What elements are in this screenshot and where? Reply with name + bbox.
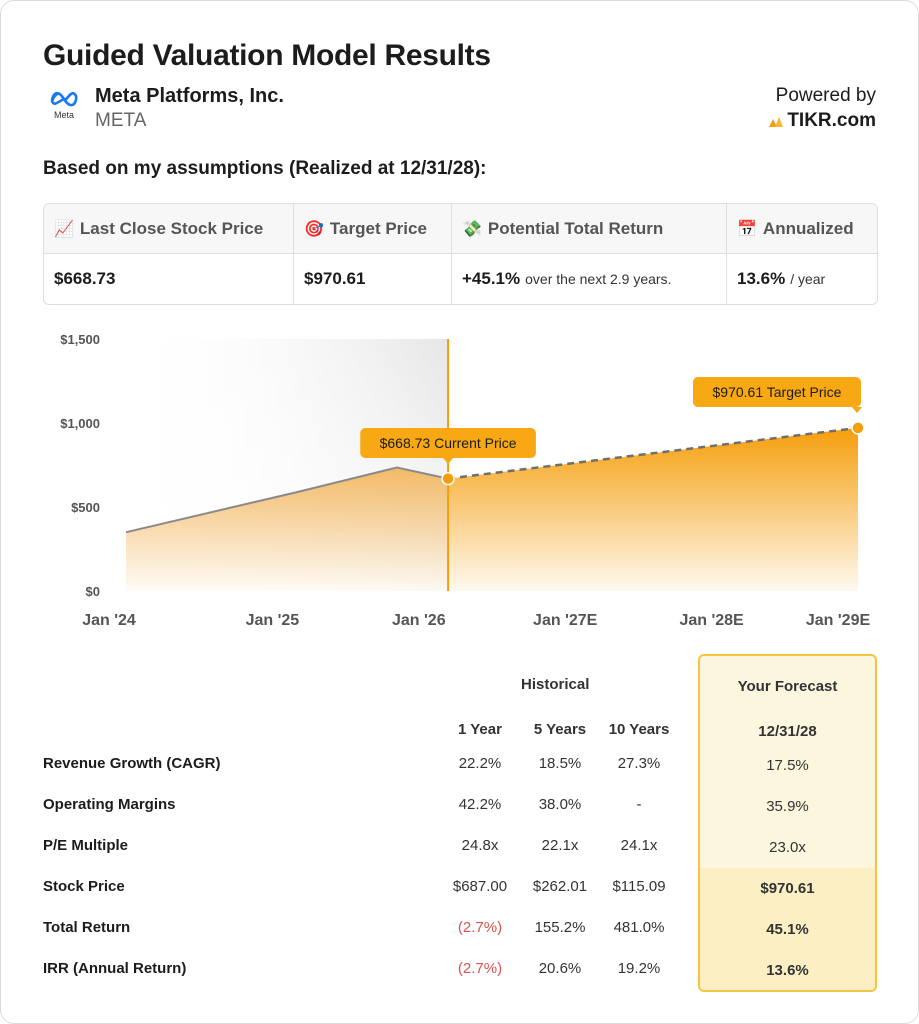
summary-suffix: / year [790, 271, 826, 287]
target-price-callout-label: $970.61 Target Price [713, 384, 842, 400]
row-label: IRR (Annual Return) [43, 960, 187, 977]
summary-suffix: over the next 2.9 years. [525, 271, 672, 287]
money-wings-icon: 💸 [462, 220, 482, 238]
page-title: Guided Valuation Model Results [43, 39, 491, 72]
row-label: Revenue Growth (CAGR) [43, 755, 221, 772]
forecast-cell: 45.1% [766, 921, 809, 938]
logo-text: Meta [54, 110, 74, 120]
forecast-area [448, 427, 858, 591]
forecast-line [447, 426, 859, 480]
valuation-chart: $0 $500 $1,000 $1,500 Jan '24 Jan '25 Jan '26 J… [60, 332, 871, 629]
summary-col-target: 🎯 Target Price $970.61 [294, 204, 452, 304]
current-price-callout-label: $668.73 Current Price [380, 435, 517, 451]
table-cell: 18.5% [538, 755, 582, 772]
table-cell: - [636, 796, 642, 813]
assumptions-subtitle: Based on my assumptions (Realized at 12/… [43, 158, 487, 179]
historical-area [126, 467, 449, 591]
col-header-1-year: 1 Year [458, 721, 502, 738]
summary-label: Last Close Stock Price [79, 218, 264, 238]
row-label: Stock Price [43, 878, 125, 895]
current-price-callout-bubble [360, 428, 536, 458]
ticker-symbol: META [95, 110, 147, 131]
y-tick-label: $500 [71, 500, 100, 515]
summary-label: Annualized [762, 218, 854, 238]
summary-label: Potential Total Return [487, 218, 664, 238]
table-cell: $687.00 [452, 878, 508, 895]
table-cell: (2.7%) [457, 960, 503, 977]
forecast-cell: 35.9% [766, 798, 809, 815]
table-cell: 155.2% [534, 919, 586, 936]
summary-value: $970.61 [304, 269, 366, 288]
y-tick-label: $1,500 [60, 332, 100, 347]
table-cell: 42.2% [458, 796, 502, 813]
target-price-callout-bubble [693, 377, 861, 407]
y-tick-label: $0 [86, 584, 100, 599]
chart-increasing-icon: 📈 [54, 220, 74, 238]
x-tick-label: Jan '29E [806, 612, 871, 629]
summary-table: 📈 Last Close Stock Price $668.73 🎯 Target … [43, 203, 878, 305]
x-tick-label: Jan '28E [679, 612, 744, 629]
company-name: Meta Platforms, Inc. [95, 85, 284, 107]
tikr-brand[interactable]: TIKR.com [769, 110, 876, 132]
forecast-column-panel [698, 654, 877, 992]
current-price-callout-pointer [443, 458, 454, 464]
table-cell: 20.6% [538, 960, 582, 977]
table-cell: $262.01 [532, 878, 588, 895]
tikr-brand-label: TIKR.com [787, 110, 876, 131]
table-cell: 27.3% [617, 755, 661, 772]
meta-logo-icon: Meta [50, 91, 78, 120]
table-cell: 24.8x [461, 837, 499, 854]
table-cell: $115.09 [612, 878, 666, 895]
x-tick-label: Jan '24 [82, 612, 136, 629]
table-cell: 24.1x [620, 837, 658, 854]
historical-header: Historical [521, 676, 590, 693]
table-cell: 22.1x [541, 837, 579, 854]
forecast-cell: 17.5% [766, 757, 809, 774]
target-icon: 🎯 [304, 220, 324, 238]
summary-label: Target Price [329, 218, 427, 238]
forecast-cell: 13.6% [766, 962, 809, 979]
summary-value: +45.1% [462, 269, 521, 288]
summary-col-total-return: 💸 Potential Total Return +45.1% over the n… [452, 204, 727, 304]
y-tick-label: $1,000 [60, 416, 100, 431]
col-header-forecast-date: 12/31/28 [758, 723, 817, 740]
x-tick-label: Jan '26 [392, 612, 446, 629]
target-price-callout-pointer [852, 407, 862, 413]
target-price-marker [851, 421, 865, 435]
current-price-marker [441, 471, 455, 486]
summary-col-last-close: 📈 Last Close Stock Price $668.73 [44, 204, 294, 304]
summary-col-annualized: 📅 Annualized 13.6% / year [727, 204, 877, 304]
table-cell: 38.0% [538, 796, 582, 813]
col-header-5-years: 5 Years [533, 721, 587, 738]
row-label: P/E Multiple [43, 837, 129, 854]
forecast-cell: $970.61 [760, 880, 815, 897]
summary-value: $668.73 [54, 269, 116, 288]
x-tick-label: Jan '27E [533, 612, 598, 629]
table-cell: 22.2% [458, 755, 502, 772]
table-cell: 481.0% [613, 919, 665, 936]
historical-line [125, 466, 449, 534]
row-label: Operating Margins [43, 796, 176, 813]
row-label: Total Return [43, 919, 131, 936]
summary-value: 13.6% [737, 269, 786, 288]
table-cell: (2.7%) [457, 919, 503, 936]
col-header-10-years: 10 Years [608, 721, 670, 738]
calendar-icon: 📅 [737, 220, 757, 238]
forecast-header: Your Forecast [737, 678, 838, 695]
table-cell: 19.2% [617, 960, 661, 977]
forecast-cell: 23.0x [769, 839, 806, 856]
tikr-logo-icon [769, 117, 784, 127]
powered-by-text: Powered by [775, 85, 876, 106]
x-tick-label: Jan '25 [246, 612, 300, 629]
